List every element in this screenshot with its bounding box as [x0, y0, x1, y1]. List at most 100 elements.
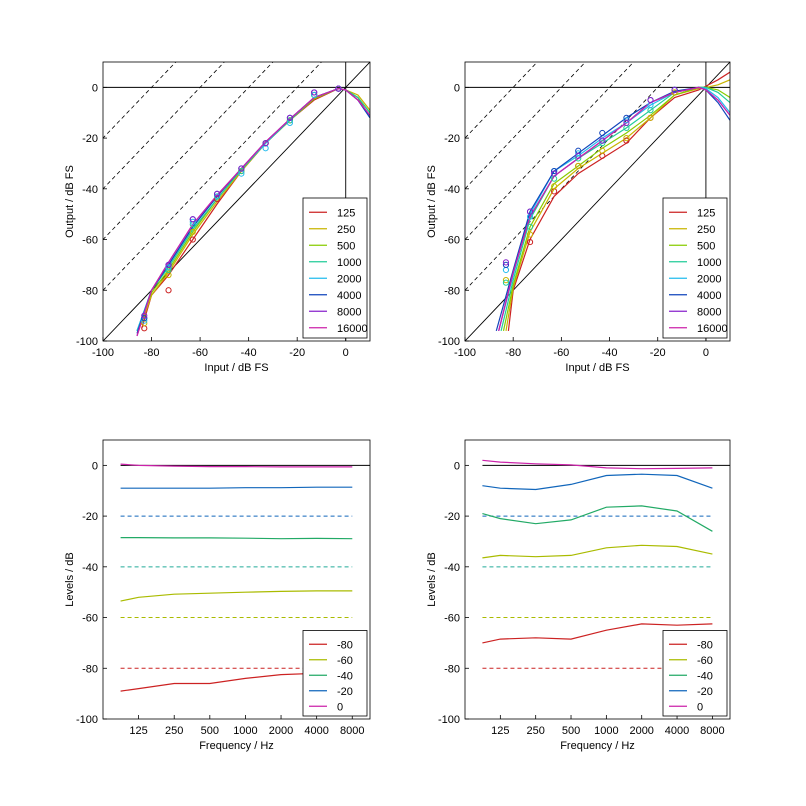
y-tick-label: -100 — [438, 336, 460, 348]
unity-line — [103, 62, 370, 341]
y-tick-label: 0 — [454, 460, 460, 472]
dashed-reference-line — [465, 62, 587, 190]
legend-label: 500 — [337, 240, 355, 252]
data-marker — [189, 228, 196, 236]
x-axis-label: Frequency / Hz — [199, 740, 274, 752]
data-marker — [165, 264, 172, 271]
y-tick-label: -40 — [82, 184, 98, 196]
y-tick-label: -100 — [438, 714, 460, 726]
data-marker — [165, 287, 172, 294]
data-marker — [671, 89, 678, 96]
y-tick-label: -20 — [444, 133, 460, 145]
legend-label: 4000 — [337, 290, 361, 302]
data-marker — [599, 140, 606, 147]
x-tick-label: -40 — [241, 347, 257, 359]
dashed-reference-line — [465, 62, 635, 241]
y-axis-label: Levels / dB — [64, 552, 76, 606]
y-tick-label: -40 — [82, 562, 98, 574]
x-tick-label: -100 — [92, 347, 114, 359]
x-tick-label: 1000 — [594, 725, 618, 737]
plot-area — [120, 463, 370, 692]
series-line--40 — [120, 536, 353, 540]
legend-label: -60 — [337, 655, 353, 667]
x-tick-label: -80 — [144, 347, 160, 359]
level-chart-right: -100 -80 -60 -40 -20 0 125 250 500 1000 2000 4000 80… — [426, 439, 731, 752]
x-tick-label: -60 — [553, 347, 569, 359]
y-tick-label: -80 — [444, 663, 460, 675]
data-marker — [551, 167, 558, 175]
legend-label: 0 — [337, 701, 343, 713]
legend-label: -80 — [337, 639, 353, 651]
y-tick-label: -20 — [444, 511, 460, 523]
x-tick-label: 250 — [165, 725, 183, 737]
legend: -80 -60 -40 -20 0 — [302, 630, 368, 717]
x-tick-label: -20 — [289, 347, 305, 359]
legend-box — [662, 197, 728, 339]
data-marker — [141, 315, 148, 322]
legend-label: -60 — [697, 655, 713, 667]
data-marker — [647, 114, 654, 121]
legend-label: 0 — [697, 701, 703, 713]
y-tick-label: 0 — [454, 82, 460, 94]
series-line--40 — [482, 505, 713, 532]
y-tick-label: -40 — [444, 184, 460, 196]
x-tick-label: -100 — [454, 347, 476, 359]
data-marker — [575, 162, 582, 170]
data-marker — [671, 86, 678, 94]
x-tick-label: 500 — [562, 725, 580, 737]
data-marker — [551, 183, 558, 190]
series-line--80 — [482, 623, 713, 644]
x-tick-label: -80 — [505, 347, 521, 359]
x-tick-label: 2000 — [629, 725, 653, 737]
y-tick-label: -20 — [82, 133, 98, 145]
data-marker — [502, 259, 510, 266]
io-chart-left: -100 -80 -60 -40 -20 0 -100 -80 -60 -40 -20 0 Input … — [64, 61, 371, 374]
x-tick-label: -20 — [650, 347, 666, 359]
x-tick-label: 4000 — [665, 725, 689, 737]
x-axis-label: Input / dB FS — [204, 362, 268, 374]
legend-label: 4000 — [697, 290, 721, 302]
x-axis-label: Frequency / Hz — [560, 740, 635, 752]
data-marker — [141, 325, 148, 332]
data-marker — [502, 261, 510, 269]
data-marker — [526, 238, 534, 246]
series-line--20 — [482, 473, 713, 491]
plot-frame — [102, 61, 371, 342]
legend-label: -20 — [337, 686, 353, 698]
legend-label: 16000 — [337, 323, 368, 335]
y-tick-label: -60 — [444, 235, 460, 247]
plot-frame — [102, 439, 371, 720]
y-tick-label: -80 — [82, 285, 98, 297]
y-axis-label: Output / dB FS — [64, 165, 76, 238]
x-tick-label: 8000 — [340, 725, 364, 737]
legend: -80 -60 -40 -20 0 — [662, 630, 728, 717]
dashed-reference-line — [465, 62, 683, 291]
data-marker — [311, 91, 318, 99]
legend-label: 250 — [337, 224, 355, 236]
y-tick-label: -100 — [76, 714, 98, 726]
legend-label: -40 — [697, 670, 713, 682]
y-tick-label: -80 — [444, 285, 460, 297]
data-marker — [189, 218, 196, 225]
legend-box — [302, 630, 368, 717]
data-marker — [286, 117, 293, 124]
series-line--60 — [120, 590, 353, 602]
data-marker — [599, 147, 606, 154]
data-marker — [335, 85, 342, 92]
legend-label: 2000 — [337, 273, 361, 285]
x-tick-label: 4000 — [304, 725, 328, 737]
y-axis-label: Levels / dB — [426, 552, 438, 606]
y-tick-label: 0 — [92, 82, 98, 94]
x-tick-label: -60 — [192, 347, 208, 359]
legend: 125 250 500 1000 2000 4000 8000 16000 — [302, 197, 368, 339]
legend-label: -40 — [337, 670, 353, 682]
data-marker — [623, 134, 630, 142]
data-marker — [575, 150, 582, 157]
legend-label: -80 — [697, 639, 713, 651]
data-marker — [262, 145, 269, 152]
x-axis-label: Input / dB FS — [565, 362, 629, 374]
plot-frame — [464, 61, 731, 342]
y-tick-label: -80 — [82, 663, 98, 675]
legend-box — [662, 630, 728, 717]
y-tick-label: -60 — [82, 235, 98, 247]
